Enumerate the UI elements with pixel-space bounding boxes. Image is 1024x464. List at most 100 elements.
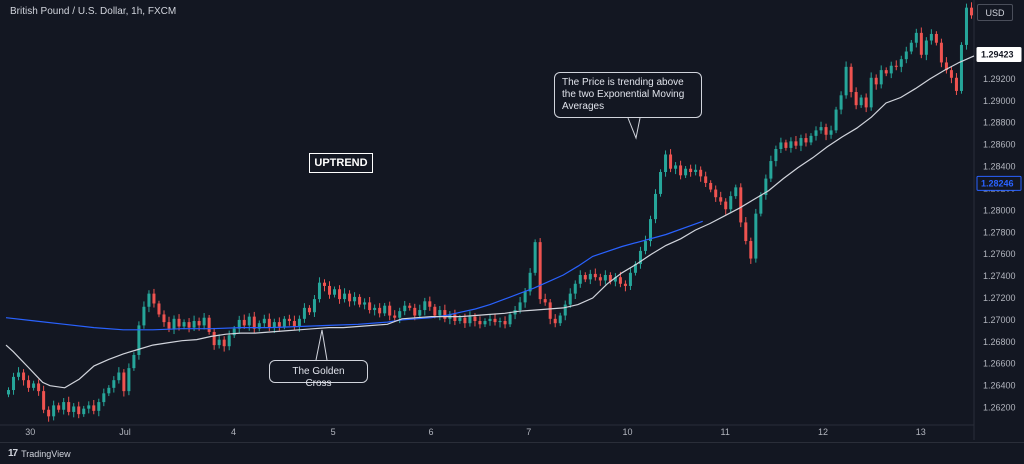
candle-body	[969, 7, 973, 16]
tradingview-brand[interactable]: 17 TradingView	[8, 448, 71, 459]
candle-body	[102, 393, 106, 403]
candle-body	[217, 339, 221, 346]
candle-body	[623, 283, 627, 286]
candle-body	[17, 372, 21, 377]
candle-body	[608, 274, 612, 282]
candle-body	[804, 138, 808, 143]
candle-body	[593, 273, 597, 278]
candle-body	[819, 127, 823, 131]
candle-body	[333, 289, 337, 295]
x-tick-label: 30	[25, 427, 35, 437]
candle-body	[207, 317, 211, 332]
candle-body	[237, 319, 241, 329]
candle-body	[403, 305, 407, 312]
y-tick-label: 1.28600	[983, 140, 1016, 150]
candle-body	[603, 274, 607, 281]
candle-body	[232, 328, 236, 336]
candle-body	[398, 311, 402, 318]
candle-body	[709, 182, 713, 190]
cross-note-pointer	[315, 329, 328, 361]
y-tick-label: 1.26800	[983, 337, 1016, 347]
ema-price-label-bg	[976, 175, 1022, 191]
candle-body	[182, 322, 186, 327]
candle-body	[22, 372, 26, 381]
candle-body	[197, 321, 201, 326]
candle-body	[814, 130, 818, 136]
candle-body	[648, 219, 653, 242]
candle-body	[538, 242, 542, 300]
candle-body	[638, 250, 642, 265]
candle-body	[939, 42, 943, 63]
candle-body	[493, 318, 497, 323]
candle-body	[588, 273, 592, 280]
candle-body	[147, 293, 151, 307]
candle-body	[317, 282, 321, 300]
y-tick-label: 1.27200	[983, 293, 1016, 303]
candle-body	[759, 195, 763, 214]
candle-body	[909, 42, 913, 52]
candle-body	[508, 314, 512, 325]
y-tick-label: 1.26400	[983, 381, 1016, 391]
candle-body	[664, 154, 668, 173]
candle-body	[418, 310, 422, 316]
candle-body	[428, 301, 432, 307]
symbol-title[interactable]: British Pound / U.S. Dollar, 1h, FXCM	[10, 6, 177, 17]
price-note-pointer	[627, 117, 641, 140]
candle-body	[904, 51, 908, 60]
candle-body	[573, 283, 577, 294]
ema-slow-line	[5, 220, 703, 331]
candle-body	[754, 213, 758, 259]
last-price-label-bg	[976, 46, 1022, 62]
candle-body	[643, 241, 647, 251]
candle-body	[844, 66, 848, 96]
y-tick-label: 1.26200	[983, 403, 1016, 413]
candle-body	[37, 383, 41, 392]
candle-body	[543, 299, 547, 303]
candle-body	[67, 402, 71, 412]
y-tick-label: 1.27000	[983, 315, 1016, 325]
currency-badge[interactable]: USD	[977, 4, 1013, 21]
candle-body	[704, 176, 708, 183]
y-tick-label: 1.28400	[983, 162, 1016, 172]
candle-body	[914, 32, 918, 43]
candle-body	[533, 242, 537, 273]
candle-body	[348, 293, 352, 302]
candle-body	[528, 272, 532, 292]
y-tick-label: 1.26600	[983, 359, 1016, 369]
candle-body	[292, 321, 296, 327]
candle-body	[839, 95, 843, 110]
candle-body	[478, 321, 482, 325]
candle-body	[152, 293, 156, 304]
candle-body	[864, 97, 868, 108]
candle-body	[724, 201, 728, 210]
candle-body	[202, 317, 206, 326]
candle-body	[72, 406, 76, 412]
candle-body	[167, 322, 171, 329]
candle-body	[373, 307, 377, 311]
candle-body	[107, 387, 111, 394]
candle-body	[779, 142, 783, 150]
last-price-label: 1.29423	[981, 49, 1014, 59]
candle-body	[834, 109, 838, 131]
candle-body	[929, 33, 933, 41]
candle-body	[483, 321, 487, 325]
candle-body	[353, 296, 357, 302]
candle-body	[137, 325, 141, 355]
candle-body	[628, 272, 632, 286]
candle-body	[97, 402, 101, 411]
candle-body	[879, 70, 883, 85]
candle-body	[393, 315, 397, 318]
candle-body	[684, 168, 688, 176]
candle-body	[458, 317, 462, 322]
candle-body	[894, 65, 898, 67]
golden-cross-note: The Golden Cross	[269, 360, 368, 389]
candle-body	[433, 306, 437, 316]
candle-body	[659, 172, 663, 194]
candle-body	[282, 318, 286, 327]
brand-label: TradingView	[21, 448, 71, 459]
y-tick-label: 1.28800	[983, 118, 1016, 128]
candle-body	[488, 318, 492, 322]
candle-body	[714, 189, 718, 198]
candle-body	[719, 197, 723, 202]
